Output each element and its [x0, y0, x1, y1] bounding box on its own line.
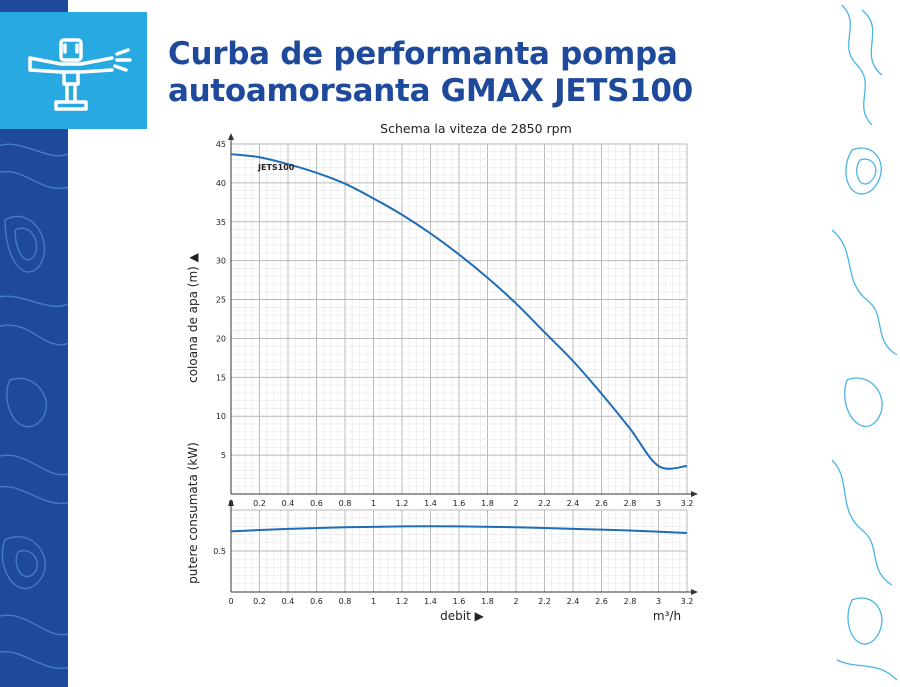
power-chart-grid	[230, 509, 688, 593]
head-x-tick-label: 0.8	[339, 499, 352, 508]
power-y-tick-label: 0.5	[213, 547, 226, 556]
power-curve-series	[230, 525, 688, 534]
head-y-tick-label: 15	[216, 373, 226, 382]
head-x-tick-label: 2.6	[595, 499, 608, 508]
power-x-tick-label: 1.4	[424, 597, 437, 606]
head-y-tick-label: 20	[216, 334, 226, 343]
power-x-tick-label: 1.6	[453, 597, 466, 606]
chart-title: Schema la viteza de 2850 rpm	[380, 121, 572, 136]
head-y-tick-label: 10	[216, 412, 226, 421]
power-y-axis-label: putere consumata (kW)	[186, 442, 200, 584]
head-curve-series	[230, 153, 688, 470]
head-x-tick-label: 3.2	[681, 499, 694, 508]
head-x-tick-label: 2.2	[538, 499, 551, 508]
x-axis-unit: m³/h	[653, 609, 681, 623]
head-x-tick-label: 2.4	[567, 499, 580, 508]
brand-logo	[0, 12, 147, 129]
power-x-tick-label: 0	[228, 597, 233, 606]
power-x-tick-label: 2.2	[538, 597, 551, 606]
head-y-axis-arrow	[228, 133, 234, 140]
head-chart-grid	[230, 143, 688, 495]
power-x-tick-label: 3.2	[681, 597, 694, 606]
head-x-tick-label: 0.6	[310, 499, 323, 508]
head-x-tick-label: 1.2	[396, 499, 409, 508]
head-x-tick-label: 3	[656, 499, 661, 508]
power-chart-axes	[228, 499, 698, 595]
head-x-tick-label: 1.4	[424, 499, 437, 508]
power-x-tick-label: 2.4	[567, 597, 580, 606]
head-x-tick-label: 1.8	[481, 499, 494, 508]
sprinkler-icon	[28, 38, 132, 111]
power-x-tick-label: 2.6	[595, 597, 608, 606]
power-x-tick-label: 0.2	[253, 597, 266, 606]
head-y-tick-label: 25	[216, 296, 226, 305]
page-title: Curba de performanta pompa autoamorsanta…	[168, 36, 808, 110]
power-x-tick-label: 0.6	[310, 597, 323, 606]
right-decorative-band	[832, 0, 900, 687]
head-y-tick-label: 45	[216, 140, 226, 149]
page-title-line-2: autoamorsanta GMAX JETS100	[168, 73, 693, 109]
head-y-tick-label: 35	[216, 218, 226, 227]
head-x-tick-label: 1	[371, 499, 376, 508]
power-x-axis-arrow	[691, 589, 698, 595]
power-y-axis-arrow	[228, 499, 234, 506]
power-x-tick-label: 2	[513, 597, 518, 606]
head-x-tick-label: 0.2	[253, 499, 266, 508]
page-title-line-1: Curba de performanta pompa	[168, 36, 678, 72]
head-chart-axes	[228, 133, 698, 497]
topographic-pattern-left	[0, 143, 68, 670]
head-x-tick-label: 2.8	[624, 499, 637, 508]
head-y-axis-label: coloana de apa (m) ▲	[186, 252, 200, 383]
topographic-pattern-right	[832, 4, 898, 681]
power-x-tick-label: 1.8	[481, 597, 494, 606]
head-x-axis-arrow	[691, 491, 698, 497]
head-y-tick-label: 30	[216, 257, 226, 266]
head-x-tick-label: 0	[228, 499, 233, 508]
head-chart-ticks: 0 0.2 0.4 0.6 0.8 1 1.2 1.4 1.6 1.8 2 2.2 2.4 2.6 2.8 3…	[216, 140, 694, 508]
power-x-tick-label: 1.2	[396, 597, 409, 606]
x-axis-label: debit ▶	[440, 609, 484, 623]
head-x-tick-label: 2	[513, 499, 518, 508]
series-label-jets100: JETS100	[257, 163, 295, 172]
head-y-tick-label: 5	[221, 451, 226, 460]
power-chart-ticks: 0 0.2 0.4 0.6 0.8 1 1.2 1.4 1.6 1.8 2 2.2 2.4 2.6 2.8 3…	[213, 547, 693, 606]
power-x-tick-label: 2.8	[624, 597, 637, 606]
head-y-tick-label: 40	[216, 179, 226, 188]
head-x-tick-label: 1.6	[453, 499, 466, 508]
head-x-tick-label: 0.4	[282, 499, 295, 508]
power-x-tick-label: 0.8	[339, 597, 352, 606]
power-x-tick-label: 3	[656, 597, 661, 606]
power-x-tick-label: 1	[371, 597, 376, 606]
power-x-tick-label: 0.4	[282, 597, 295, 606]
